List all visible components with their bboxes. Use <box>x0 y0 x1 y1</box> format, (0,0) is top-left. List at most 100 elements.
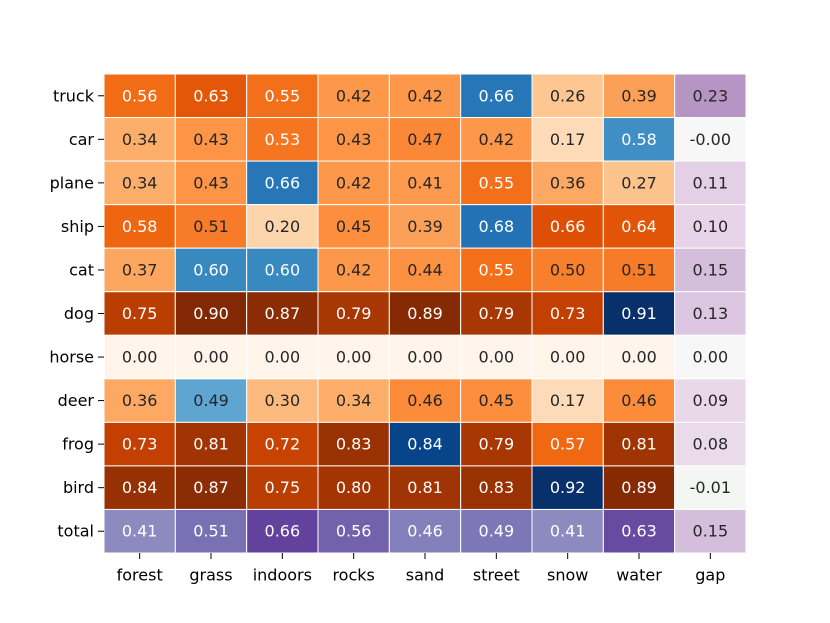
cell-value-label: 0.87 <box>193 478 229 497</box>
heatmap-cell <box>317 291 390 336</box>
heatmap-cell <box>531 421 604 467</box>
heatmap-cell <box>674 465 747 510</box>
heatmap-cell <box>531 378 604 423</box>
cell-value-label: 0.55 <box>479 173 515 192</box>
cell-value-label: 0.49 <box>193 391 229 410</box>
cell-value-label: 0.47 <box>407 130 443 149</box>
cell-value-label: 0.00 <box>693 348 729 367</box>
cell-value-label: 0.84 <box>122 478 158 497</box>
cell-value-label: 0.41 <box>122 522 158 541</box>
heatmap-cell <box>246 378 319 423</box>
cell-value-label: -0.01 <box>690 478 731 497</box>
heatmap-cell <box>174 160 248 206</box>
cell-value-label: 0.66 <box>550 217 586 236</box>
heatmap-cell <box>103 421 176 467</box>
y-tick-label: plane <box>50 173 94 192</box>
heatmap-cell <box>103 465 176 510</box>
y-tick-label: total <box>57 522 94 541</box>
heatmap-cell <box>317 204 390 249</box>
cell-value-label: 0.46 <box>407 391 443 410</box>
cell-value-label: 0.64 <box>621 217 657 236</box>
heatmap-cell <box>531 508 604 554</box>
cell-value-label: 0.42 <box>336 86 372 105</box>
cell-value-label: 0.83 <box>479 478 515 497</box>
cell-value-label: 0.83 <box>336 435 372 454</box>
cell-value-label: 0.60 <box>265 260 301 279</box>
x-tick-label: water <box>616 566 662 585</box>
heatmap-cell <box>174 421 248 467</box>
y-axis-tick-labels: truck car plane ship cat dog horse deer frog bird… <box>49 86 104 541</box>
cell-value-label: 0.00 <box>479 348 515 367</box>
heatmap-cell <box>674 291 747 336</box>
heatmap-cell <box>460 508 533 554</box>
heatmap-cell <box>317 247 390 293</box>
cell-value-label: 0.00 <box>265 348 301 367</box>
heatmap-cell <box>174 73 248 119</box>
y-tick-label: dog <box>64 304 94 323</box>
cell-value-label: 0.46 <box>407 522 443 541</box>
y-tick-label: bird <box>63 478 94 497</box>
cell-value-label: 0.55 <box>265 86 301 105</box>
cell-value-label: 0.63 <box>621 522 657 541</box>
heatmap-cell <box>317 160 390 206</box>
cell-value-label: 0.43 <box>193 173 229 192</box>
x-tick-label: snow <box>547 566 588 585</box>
cell-value-label: 0.37 <box>122 260 158 279</box>
heatmap-cell <box>103 508 176 554</box>
cell-value-label: 0.46 <box>621 391 657 410</box>
cell-value-label: 0.72 <box>265 435 301 454</box>
heatmap-cell <box>602 291 676 336</box>
heatmap-cell <box>103 204 176 249</box>
cell-value-label: 0.56 <box>122 86 158 105</box>
cell-value-label: 0.57 <box>550 435 586 454</box>
heatmap-cell <box>531 160 604 206</box>
heatmap-cell <box>103 291 176 336</box>
heatmap-cell <box>674 160 747 206</box>
cell-value-label: 0.00 <box>407 348 443 367</box>
heatmap-cell <box>103 334 176 380</box>
heatmap-cell <box>388 117 462 162</box>
heatmap-cell <box>246 247 319 293</box>
cell-value-label: 0.42 <box>336 260 372 279</box>
cell-value-label: 0.81 <box>193 435 229 454</box>
heatmap-cell <box>460 421 533 467</box>
y-tick-label: truck <box>53 86 95 105</box>
heatmap-cell <box>317 465 390 510</box>
heatmap-cell <box>174 291 248 336</box>
cell-value-label: 0.79 <box>479 304 515 323</box>
cell-value-label: 0.11 <box>693 173 729 192</box>
cell-value-label: 0.66 <box>265 522 301 541</box>
cell-value-label: 0.50 <box>550 260 586 279</box>
cell-value-label: 0.58 <box>122 217 158 236</box>
cell-value-label: 0.34 <box>336 391 372 410</box>
heatmap-cell <box>388 334 462 380</box>
cell-value-label: 0.20 <box>265 217 301 236</box>
heatmap-cell <box>531 465 604 510</box>
cell-value-label: 0.66 <box>265 173 301 192</box>
cell-value-label: 0.73 <box>550 304 586 323</box>
cell-value-label: 0.43 <box>336 130 372 149</box>
cell-value-label: 0.13 <box>693 304 729 323</box>
cell-value-label: 0.87 <box>265 304 301 323</box>
y-tick-label: ship <box>61 217 94 236</box>
cell-value-label: 0.79 <box>336 304 372 323</box>
cell-value-label: 0.17 <box>550 391 586 410</box>
cell-value-label: 0.73 <box>122 435 158 454</box>
heatmap-cell <box>246 291 319 336</box>
x-tick-label: gap <box>695 566 725 585</box>
heatmap-cell <box>388 160 462 206</box>
heatmap-cell <box>103 160 176 206</box>
cell-value-label: 0.00 <box>621 348 657 367</box>
cell-value-label: 0.84 <box>407 435 443 454</box>
cell-value-label: 0.15 <box>693 260 729 279</box>
cell-value-label: 0.53 <box>265 130 301 149</box>
heatmap-cell <box>103 378 176 423</box>
cell-value-label: 0.51 <box>193 217 229 236</box>
heatmap-cell <box>388 291 462 336</box>
cell-value-label: 0.36 <box>122 391 158 410</box>
heatmap-cell <box>103 73 176 119</box>
cell-value-label: 0.36 <box>550 173 586 192</box>
cell-value-label: 0.81 <box>407 478 443 497</box>
heatmap-cell <box>674 204 747 249</box>
